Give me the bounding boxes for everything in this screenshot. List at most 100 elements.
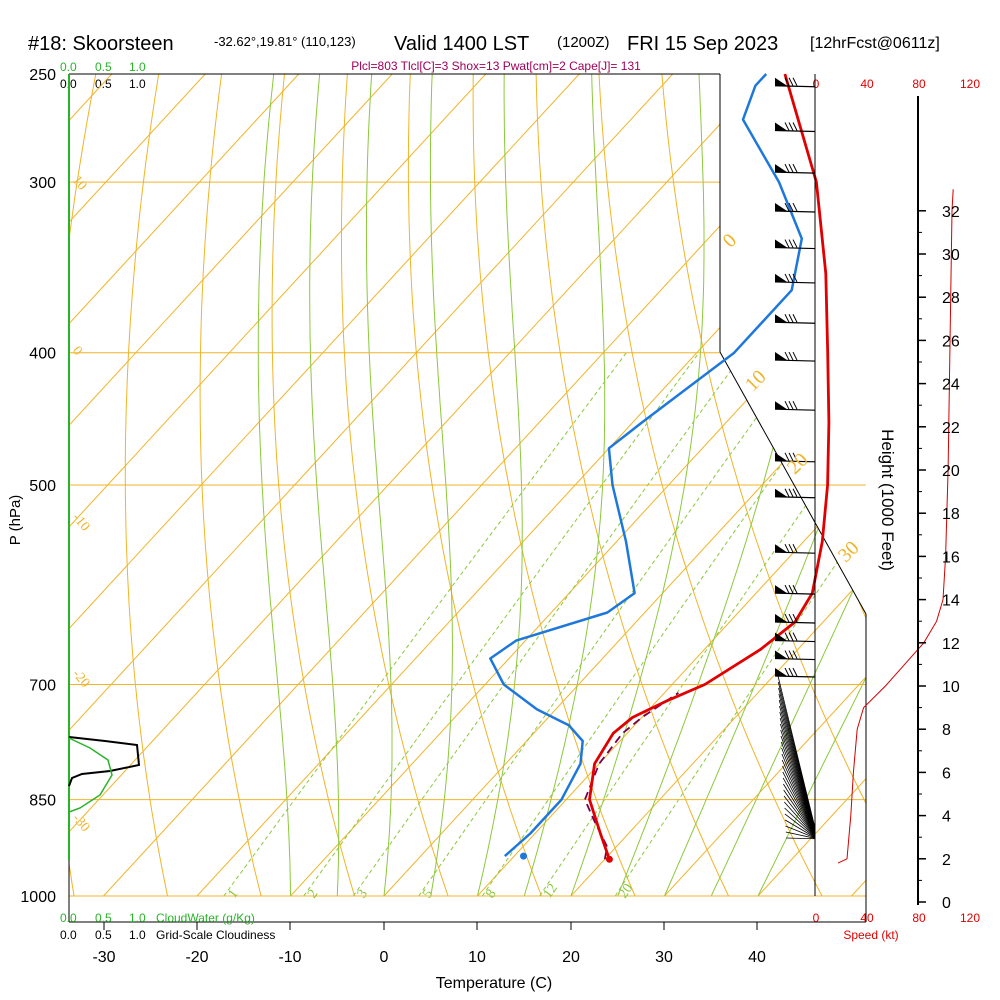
height-tick-label: 32	[942, 204, 960, 221]
wind-barb	[774, 621, 816, 624]
wind-barb	[774, 246, 816, 250]
wind-barb-lowlevel	[781, 753, 816, 834]
height-tick-label: 30	[942, 247, 960, 264]
valid-time: Valid 1400 LST	[394, 33, 529, 55]
height-tick-label: 0	[942, 895, 951, 912]
cloud-scale-bottom: 0.0 0.5 1.0 CloudWater (g/Kg) 0.0 0.5 1.…	[60, 911, 275, 942]
y-axis-label: P (hPa)	[7, 495, 24, 546]
wind-barb-flag	[775, 544, 787, 553]
wind-barb	[774, 592, 816, 595]
wind-barb-feather	[788, 239, 794, 248]
wind-barb-feather	[784, 273, 790, 283]
mixing-ratio-label: 20	[616, 881, 636, 901]
wind-barb-flag	[775, 401, 787, 410]
wind-barb-lowlevel	[785, 825, 816, 839]
cloudiness-profile	[68, 736, 141, 787]
wind-barb-lowlevel	[780, 741, 816, 833]
moist-adiabat	[309, 74, 340, 896]
cloudiness-label: Grid-Scale Cloudiness	[156, 928, 275, 942]
height-tick-label: 4	[942, 809, 951, 826]
wind-barb-flag	[775, 203, 787, 212]
height-tick-label: 28	[942, 290, 960, 307]
moist-adiabat	[664, 74, 866, 896]
dry-adiabat	[472, 74, 636, 896]
isotherm-label: 10	[69, 173, 89, 193]
isotherm-line	[69, 74, 300, 896]
dry-adiabat-label: 0	[718, 229, 741, 252]
x-axis-label: Temperature (C)	[436, 975, 552, 992]
wind-barb-flag	[775, 667, 787, 676]
cloud-scale-bottom-black-2: 1.0	[129, 928, 146, 942]
wind-barb-feather	[792, 400, 798, 410]
wind-barb-feather	[784, 488, 790, 497]
dry-adiabat	[976, 74, 1000, 896]
dry-adiabat	[199, 74, 262, 896]
moist-adiabat	[757, 74, 866, 896]
wind-barb-flag	[775, 488, 787, 497]
wind-barb	[774, 359, 816, 362]
speed-bottom-0: 0	[813, 911, 820, 925]
wind-barb-flag	[775, 239, 787, 248]
x-tick-label: 20	[562, 949, 580, 966]
height-tick-label: 24	[942, 377, 960, 394]
moist-adiabat	[477, 74, 523, 896]
wind-barb-feather	[792, 273, 798, 283]
cloud-scale-bottom-black-1: 0.5	[95, 928, 112, 942]
mixing-ratio-label: 2	[305, 887, 321, 901]
mixing-ratio-label: 12	[541, 881, 561, 901]
wind-barb	[774, 496, 816, 499]
x-tick-label: -30	[92, 949, 115, 966]
wind-barb-feather	[788, 273, 794, 283]
isotherm-label: -30	[69, 811, 92, 835]
wind-barb-flag	[775, 650, 787, 659]
speed-top-0: 0	[813, 77, 820, 91]
speed-top-120: 120	[960, 77, 980, 91]
speed-top-80: 80	[912, 77, 926, 91]
wind-barb-flag	[775, 77, 787, 86]
wind-barb-feather	[788, 77, 794, 86]
wind-barb-lowlevel	[785, 831, 816, 839]
wind-barb	[774, 408, 816, 411]
wind-barb-feather	[788, 314, 794, 323]
wind-barb	[774, 210, 816, 213]
wind-barb-feather	[784, 632, 790, 641]
wind-barb-feather	[792, 667, 798, 677]
height-tick-label: 12	[942, 636, 960, 653]
wind-barb-feather	[788, 400, 794, 410]
moist-adiabat	[365, 74, 393, 896]
wind-barb-feather	[792, 543, 798, 553]
mixing-ratio-line	[418, 352, 804, 896]
wind-barb-feather	[792, 314, 798, 323]
wind-barb-lowlevel	[784, 801, 816, 837]
wind-barb-feather	[784, 122, 790, 131]
cloudwater-profile	[68, 737, 113, 813]
speed-bottom-120: 120	[960, 911, 980, 925]
mixing-ratio-line	[303, 352, 700, 896]
p-tick-label: 850	[29, 793, 56, 810]
wind-barbs	[774, 77, 816, 840]
wind-barb	[774, 551, 816, 554]
p-tick-label: 700	[29, 678, 56, 695]
station-coords: -32.62°,19.81° (110,123)	[214, 34, 356, 49]
wind-barb-feather	[788, 452, 794, 462]
dry-adiabat	[598, 74, 823, 896]
height-tick-label: 22	[942, 420, 960, 437]
wind-barb-lowlevel	[786, 837, 816, 840]
p-tick-label: 300	[29, 175, 56, 192]
dry-adiabat	[913, 74, 1000, 896]
wind-barb-feather	[792, 452, 798, 462]
x-tick-label: 30	[655, 949, 673, 966]
wind-barb-feather	[788, 667, 794, 677]
wind-barb-lowlevel	[782, 765, 816, 835]
wind-barb	[774, 281, 816, 284]
wind-barb-feather	[784, 667, 790, 677]
wind-barb-flag	[775, 314, 787, 323]
cloudwater-label: CloudWater (g/Kg)	[156, 911, 255, 925]
wind-barb-feather	[784, 314, 790, 323]
mixing-ratio-label: 3	[355, 887, 371, 901]
speed-bottom-80: 80	[912, 911, 926, 925]
p-tick-label: 400	[29, 346, 56, 363]
